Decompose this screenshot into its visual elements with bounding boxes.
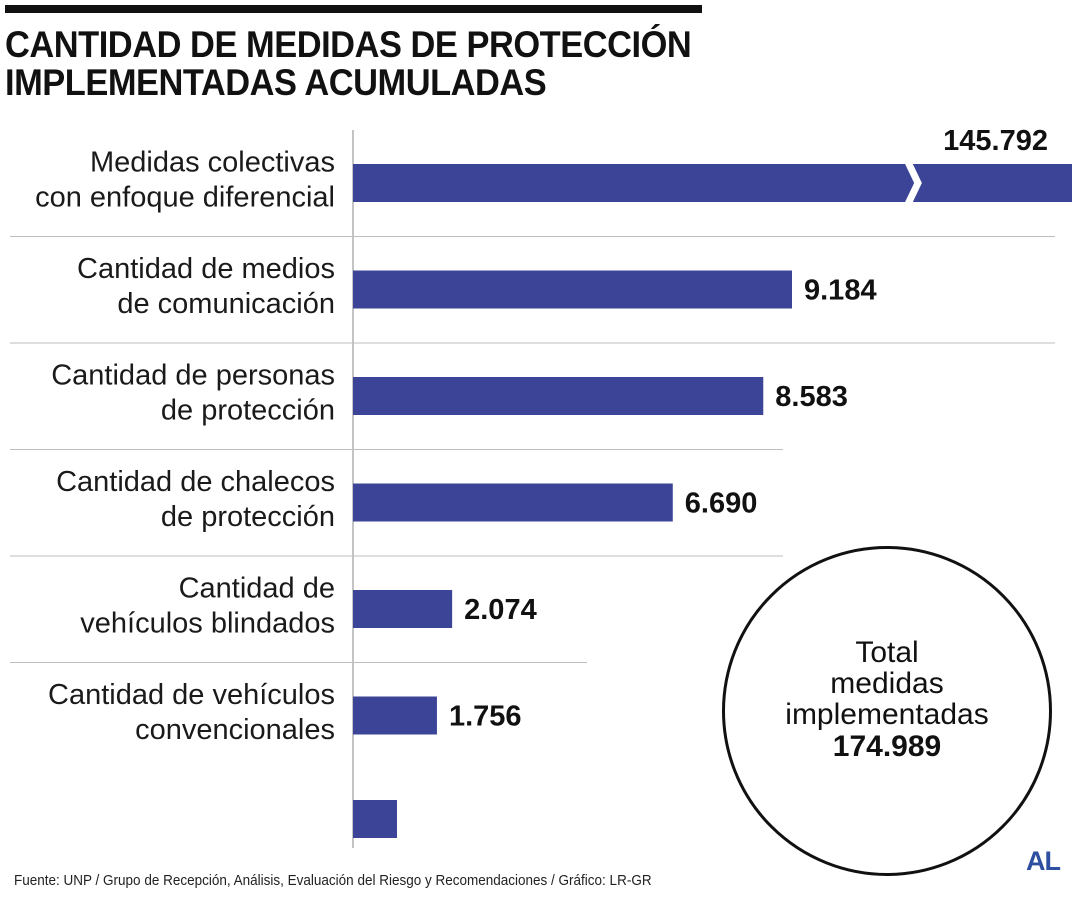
bar [353, 800, 397, 838]
value-label: 2.074 [464, 594, 537, 626]
category-label: vehículos blindados [80, 608, 335, 640]
bar [353, 377, 764, 415]
publisher-logo: AL [1026, 846, 1061, 876]
chart-title-line-2: IMPLEMENTADAS ACUMULADAS [5, 62, 547, 103]
category-label: de protección [161, 395, 335, 427]
category-label: Cantidad de vehículos [48, 679, 335, 711]
bar [353, 483, 673, 522]
chart-title-line-1: CANTIDAD DE MEDIDAS DE PROTECCIÓN [5, 24, 692, 65]
top-rule [5, 5, 702, 13]
category-label: de comunicación [117, 288, 335, 320]
value-label: 1.756 [449, 701, 522, 733]
total-label-line-2: medidas [830, 667, 944, 700]
bar [353, 270, 792, 309]
category-label: Cantidad de personas [51, 360, 335, 392]
total-circle: Total medidas implementadas 174.989 [722, 546, 1052, 876]
category-label: Cantidad de chalecos [56, 466, 335, 498]
category-label: Medidas colectivas [90, 147, 335, 179]
category-label: convencionales [135, 714, 335, 746]
total-value: 174.989 [832, 730, 942, 763]
chart-title: CANTIDAD DE MEDIDAS DE PROTECCIÓN IMPLEM… [5, 24, 692, 103]
axis-break-marker [904, 160, 922, 206]
category-label: de protección [161, 501, 335, 533]
bar [353, 164, 1072, 202]
value-label: 6.690 [685, 488, 758, 520]
value-label: 9.184 [804, 275, 877, 307]
value-label: 145.792 [943, 125, 1048, 157]
category-label: Cantidad de [179, 573, 335, 605]
value-label: 8.583 [775, 381, 848, 413]
total-label-line-1: Total [855, 636, 919, 669]
category-label: con enfoque diferencial [35, 182, 335, 214]
bar [353, 590, 453, 628]
source-note: Fuente: UNP / Grupo de Recepción, Anális… [14, 872, 652, 889]
total-label-line-3: implementadas [785, 698, 989, 731]
bar [353, 696, 437, 735]
category-label: Cantidad de medios [77, 253, 335, 285]
